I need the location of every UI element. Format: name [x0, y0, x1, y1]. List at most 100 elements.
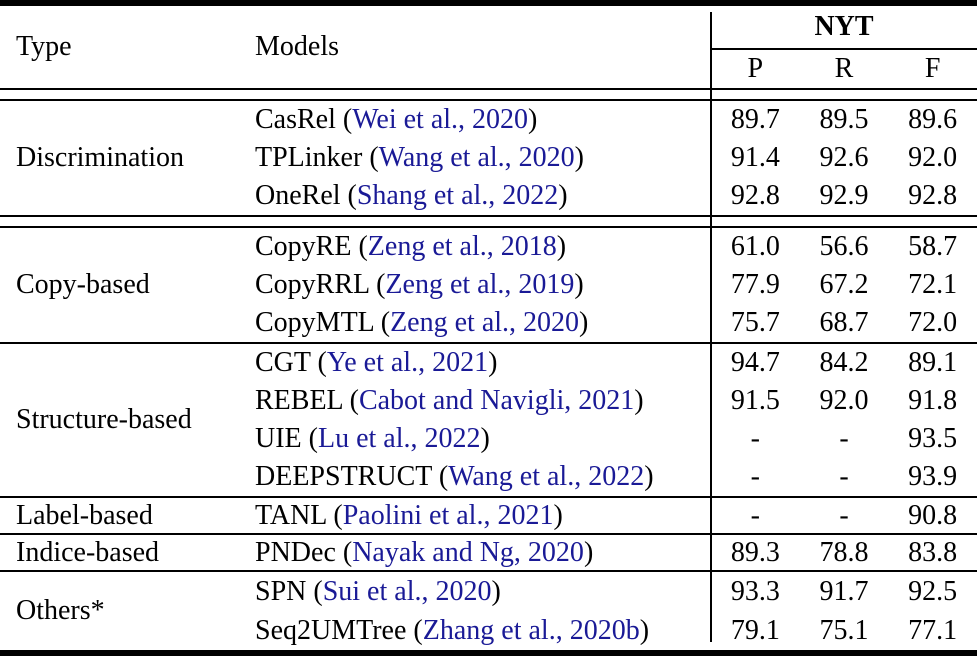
model-name: UIE — [255, 423, 302, 454]
metric-cell-f: 58.7 — [908, 231, 958, 262]
citation-link[interactable]: Wang et al., 2020 — [378, 142, 575, 173]
citation-link[interactable]: Sui et al., 2020 — [322, 575, 492, 607]
table-row: TANL (Paolini et al., 2021) - - 90.8 — [255, 498, 977, 533]
metric-cell-r: 92.0 — [819, 385, 869, 416]
citation-link[interactable]: Zeng et al., 2020 — [390, 307, 580, 338]
type-label: Indice-based — [16, 536, 160, 568]
dataset-underline — [711, 48, 977, 50]
group-separator — [0, 570, 977, 572]
model-cell: CasRel (Wei et al., 2020) — [255, 104, 538, 135]
metric-values: 75.7 68.7 72.0 — [711, 304, 977, 342]
metric-cell-r: - — [839, 423, 849, 454]
model-cell: REBEL (Cabot and Navigli, 2021) — [255, 385, 644, 416]
model-cell: Seq2UMTree (Zhang et al., 2020b) — [255, 614, 650, 646]
table-row: PNDec (Nayak and Ng, 2020) 89.3 78.8 83.8 — [255, 535, 977, 570]
metric-cell-p: - — [750, 461, 760, 492]
table-row: SPN (Sui et al., 2020) 93.3 91.7 92.5 — [255, 572, 977, 611]
group-rows: SPN (Sui et al., 2020) 93.3 91.7 92.5 Seq2UM… — [255, 572, 977, 650]
type-label: Label-based — [16, 499, 153, 531]
model-cell: UIE (Lu et al., 2022) — [255, 423, 490, 454]
metric-cell-f: 92.8 — [908, 180, 958, 211]
model-name: CopyMTL — [255, 307, 374, 338]
metric-cell-r: 78.8 — [819, 536, 869, 568]
metric-values: - - 93.5 — [711, 420, 977, 458]
type-label: Structure-based — [16, 404, 192, 435]
model-cell: CGT (Ye et al., 2021) — [255, 347, 498, 378]
model-cell: SPN (Sui et al., 2020) — [255, 575, 501, 607]
metric-cell-r: 67.2 — [819, 269, 869, 300]
table-group: Others* SPN (Sui et al., 2020) 93.3 91.7 92.… — [0, 572, 977, 650]
citation-link[interactable]: Zeng et al., 2019 — [385, 269, 575, 300]
metric-cell-r: 91.7 — [819, 575, 869, 607]
column-header-type: Type — [16, 31, 72, 62]
header-left-section: Type Models — [0, 6, 711, 88]
metric-cell-f: 92.0 — [908, 142, 958, 173]
header-separator — [0, 88, 977, 101]
metric-values: 94.7 84.2 89.1 — [711, 344, 977, 382]
citation-link[interactable]: Zhang et al., 2020b — [422, 614, 640, 646]
citation-link[interactable]: Wei et al., 2020 — [352, 104, 529, 135]
table-group: Copy-based CopyRE (Zeng et al., 2018) 61.0… — [0, 228, 977, 342]
model-cell: TPLinker (Wang et al., 2020) — [255, 142, 584, 173]
model-name: TPLinker — [255, 142, 363, 173]
dataset-header-row: NYT — [711, 6, 977, 48]
table-group: Discrimination CasRel (Wei et al., 2020) 8… — [0, 101, 977, 215]
metric-cell-f: 89.1 — [908, 347, 958, 378]
citation-link[interactable]: Lu et al., 2022 — [317, 423, 481, 454]
metric-cell-r: 68.7 — [819, 307, 869, 338]
model-name: OneRel — [255, 180, 341, 211]
metric-values: 77.9 67.2 72.1 — [711, 266, 977, 304]
metric-values: 92.8 92.9 92.8 — [711, 177, 977, 215]
metric-cell-r: - — [839, 461, 849, 492]
metric-cell-p: - — [750, 499, 760, 531]
group-separator — [0, 496, 977, 498]
metric-header-row: P R F — [711, 50, 977, 88]
group-rows: CasRel (Wei et al., 2020) 89.7 89.5 89.6 TPL… — [255, 101, 977, 215]
table-row: CopyRE (Zeng et al., 2018) 61.0 56.6 58.7 — [255, 228, 977, 266]
citation-link[interactable]: Nayak and Ng, 2020 — [352, 536, 584, 568]
metric-cell-f: 72.0 — [908, 307, 958, 338]
metric-cell-f: 91.8 — [908, 385, 958, 416]
metric-cell-r: 89.5 — [819, 104, 869, 135]
model-name: TANL — [255, 499, 327, 531]
table-row: TPLinker (Wang et al., 2020) 91.4 92.6 92.0 — [255, 139, 977, 177]
bottom-rule — [0, 650, 977, 656]
model-cell: CopyMTL (Zeng et al., 2020) — [255, 307, 589, 338]
metric-cell-p: 91.4 — [730, 142, 780, 173]
citation-link[interactable]: Cabot and Navigli, 2021 — [358, 385, 635, 416]
citation-link[interactable]: Shang et al., 2022 — [356, 180, 559, 211]
model-cell: OneRel (Shang et al., 2022) — [255, 180, 568, 211]
column-header-precision: P — [747, 53, 764, 84]
metric-cell-p: - — [750, 423, 760, 454]
metric-values: 89.3 78.8 83.8 — [711, 535, 977, 570]
metric-cell-r: 92.9 — [819, 180, 869, 211]
citation-link[interactable]: Zeng et al., 2018 — [367, 231, 557, 262]
type-label: Discrimination — [16, 142, 184, 173]
metric-cell-f: 89.6 — [908, 104, 958, 135]
column-divider — [710, 12, 712, 642]
metric-cell-p: 89.3 — [730, 536, 780, 568]
column-header-dataset: NYT — [814, 11, 874, 42]
model-name: DEEPSTRUCT — [255, 461, 432, 492]
top-rule — [0, 0, 977, 6]
citation-link[interactable]: Wang et al., 2022 — [448, 461, 645, 492]
table-group: Label-based TANL (Paolini et al., 2021) - -… — [0, 498, 977, 533]
table-row: CopyMTL (Zeng et al., 2020) 75.7 68.7 72.0 — [255, 304, 977, 342]
metric-cell-p: 77.9 — [730, 269, 780, 300]
type-cell: Others* — [0, 572, 255, 650]
type-cell: Copy-based — [0, 228, 255, 342]
model-cell: CopyRE (Zeng et al., 2018) — [255, 231, 567, 262]
metric-values: - - 93.9 — [711, 458, 977, 496]
metric-cell-p: 94.7 — [730, 347, 780, 378]
header-metrics-section: NYT P R F — [711, 6, 977, 88]
group-rows: CopyRE (Zeng et al., 2018) 61.0 56.6 58.7 Co… — [255, 228, 977, 342]
metric-cell-f: 77.1 — [908, 614, 958, 646]
column-header-recall: R — [834, 53, 854, 84]
model-cell: TANL (Paolini et al., 2021) — [255, 499, 563, 531]
citation-link[interactable]: Ye et al., 2021 — [326, 347, 489, 378]
table-row: CGT (Ye et al., 2021) 94.7 84.2 89.1 — [255, 344, 977, 382]
model-name: REBEL — [255, 385, 343, 416]
metric-values: 89.7 89.5 89.6 — [711, 101, 977, 139]
citation-link[interactable]: Paolini et al., 2021 — [342, 499, 554, 531]
model-cell: DEEPSTRUCT (Wang et al., 2022) — [255, 461, 654, 492]
